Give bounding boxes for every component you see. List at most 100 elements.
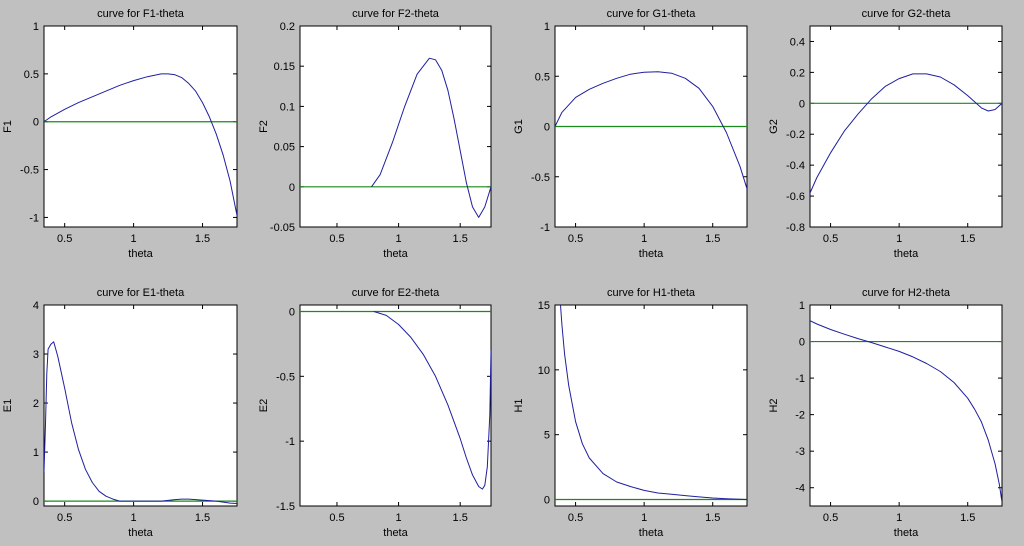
- y-tick-label: -0.4: [786, 160, 805, 172]
- y-tick-label: 4: [33, 300, 39, 312]
- y-tick-label: 2: [33, 398, 39, 410]
- x-axis-label: theta: [383, 248, 408, 260]
- x-axis-label: theta: [639, 248, 664, 260]
- x-tick-label: 1: [131, 512, 137, 524]
- y-tick-label: -0.6: [786, 191, 805, 203]
- chart-title: curve for G2-theta: [862, 8, 952, 20]
- y-tick-label: -1: [29, 212, 39, 224]
- y-axis-label: G1: [513, 119, 525, 134]
- chart-panel: 0.5 1 1.5 0 5 10 15 curve for H1-theta theta H1: [513, 287, 748, 539]
- series-line: [810, 73, 1002, 194]
- y-axis-label: E1: [2, 399, 14, 412]
- x-tick-label: 1: [396, 512, 402, 524]
- y-tick-label: 0: [33, 496, 39, 508]
- y-tick-label: 1: [544, 21, 550, 33]
- plot-area: [299, 25, 492, 228]
- chart-title: curve for H2-theta: [862, 287, 951, 299]
- x-tick-label: 1: [131, 233, 137, 245]
- y-tick-label: -0.8: [786, 222, 805, 234]
- chart-panel: 0.5 1 1.5 0 1 2 3 4 curve for E1-theta theta E1: [2, 287, 238, 539]
- x-tick-label: 1: [641, 512, 647, 524]
- y-tick-label: 0: [289, 182, 295, 194]
- chart-panel: 0.5 1 1.5 -4 -3 -2 -1 0 1 curve for H2-theta theta…: [768, 287, 1003, 539]
- series-line: [44, 73, 237, 216]
- y-tick-label: 3: [33, 349, 39, 361]
- x-tick-label: 1.5: [195, 512, 210, 524]
- x-tick-label: 0.5: [568, 233, 583, 245]
- chart-title: curve for G1-theta: [607, 8, 697, 20]
- x-axis-label: theta: [894, 248, 919, 260]
- chart-title: curve for F1-theta: [97, 8, 185, 20]
- y-tick-label: 0.5: [535, 71, 550, 83]
- y-tick-label: 0: [544, 122, 550, 134]
- plot-area: [43, 304, 238, 507]
- y-axis-label: F2: [258, 120, 270, 133]
- x-tick-label: 0.5: [823, 512, 838, 524]
- y-tick-label: 5: [544, 430, 550, 442]
- plot-area: [809, 304, 1003, 507]
- y-axis-label: E2: [258, 399, 270, 412]
- x-tick-label: 1.5: [453, 512, 468, 524]
- x-tick-label: 1.5: [453, 233, 468, 245]
- y-tick-label: -3: [795, 446, 805, 458]
- y-tick-label: 0: [799, 337, 805, 349]
- y-tick-label: 0.2: [280, 21, 295, 33]
- chart-panel: 0.5 1 1.5 -1.5 -1 -0.5 0 curve for E2-theta thet…: [258, 287, 492, 539]
- y-tick-label: -0.5: [276, 371, 295, 383]
- y-tick-label: 1: [799, 300, 805, 312]
- chart-panel: 0.5 1 1.5 -0.8 -0.6 -0.4 -0.2 0 0.2 0.4 curve for …: [768, 8, 1003, 260]
- y-tick-label: 0: [289, 306, 295, 318]
- y-axis-label: H1: [513, 398, 525, 412]
- x-tick-label: 0.5: [568, 512, 583, 524]
- series-line: [810, 320, 1002, 503]
- y-tick-label: -1: [795, 373, 805, 385]
- x-tick-label: 1.5: [195, 233, 210, 245]
- y-tick-label: 0: [33, 117, 39, 129]
- x-tick-label: 0.5: [329, 233, 344, 245]
- y-tick-label: 1: [33, 447, 39, 459]
- chart-panel: 0.5 1 1.5 -1 -0.5 0 0.5 1 curve for G1-theta thet…: [513, 8, 748, 260]
- chart-title: curve for E2-theta: [352, 287, 440, 299]
- x-tick-label: 1: [396, 233, 402, 245]
- y-tick-label: -1: [285, 436, 295, 448]
- x-tick-label: 1: [896, 233, 902, 245]
- y-tick-label: 0.2: [790, 67, 805, 79]
- series-line: [44, 341, 237, 504]
- x-tick-label: 1.5: [960, 233, 975, 245]
- y-axis-label: G2: [768, 119, 780, 134]
- y-tick-label: 10: [538, 365, 550, 377]
- x-tick-label: 1: [641, 233, 647, 245]
- y-tick-label: -1.5: [276, 501, 295, 513]
- y-tick-label: -0.05: [270, 222, 295, 234]
- x-tick-label: 1.5: [705, 512, 720, 524]
- y-axis-label: F1: [2, 120, 14, 133]
- x-axis-label: theta: [128, 527, 153, 539]
- y-tick-label: 15: [538, 300, 550, 312]
- x-tick-label: 0.5: [57, 512, 72, 524]
- y-tick-label: -0.5: [20, 165, 39, 177]
- y-tick-label: 0.05: [274, 142, 295, 154]
- x-tick-label: 0.5: [57, 233, 72, 245]
- series-line: [560, 305, 747, 500]
- plot-area: [299, 304, 492, 507]
- series-line: [371, 57, 491, 218]
- y-tick-label: -0.2: [786, 129, 805, 141]
- x-tick-label: 0.5: [823, 233, 838, 245]
- x-axis-label: theta: [894, 527, 919, 539]
- y-tick-label: 0.4: [790, 36, 805, 48]
- y-tick-label: 0: [799, 98, 805, 110]
- y-axis-label: H2: [768, 398, 780, 412]
- chart-title: curve for F2-theta: [352, 8, 440, 20]
- series-line: [373, 311, 491, 490]
- x-axis-label: theta: [383, 527, 408, 539]
- x-axis-label: theta: [128, 248, 153, 260]
- x-tick-label: 1.5: [705, 233, 720, 245]
- chart-panel: 0.5 1 1.5 -0.05 0 0.05 0.1 0.15 0.2 curve for F2-…: [258, 8, 492, 260]
- plot-area: [554, 304, 748, 507]
- y-tick-label: 0.15: [274, 61, 295, 73]
- y-tick-label: -2: [795, 410, 805, 422]
- x-tick-label: 1.5: [960, 512, 975, 524]
- y-tick-label: 0: [544, 495, 550, 507]
- y-tick-label: 0.1: [280, 101, 295, 113]
